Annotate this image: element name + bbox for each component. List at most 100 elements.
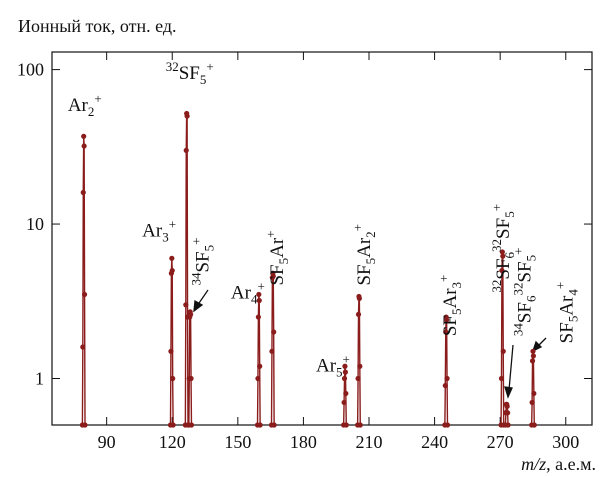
data-point [499,249,505,255]
data-point [356,295,362,302]
data-point [442,382,448,389]
data-point [530,348,536,354]
data-point [531,422,537,428]
peak-label-part: + [343,352,350,367]
peak-label-part: 2 [88,104,95,119]
data-point [500,253,506,259]
x-tick-label: 240 [421,432,448,452]
x-tick-label: 270 [487,432,514,452]
peak-label-part: 34 [188,272,203,286]
peak-label-part: 32 [166,59,179,74]
data-point [529,399,535,406]
data-point [81,143,87,149]
data-point [505,422,511,428]
peak-label-part: Ar [556,295,577,316]
peak-label-part: SF [192,251,213,272]
data-point [505,410,511,416]
data-point [444,375,450,382]
data-point [529,358,536,364]
data-point [188,422,195,428]
data-point [341,375,348,382]
data-point [355,311,362,318]
peak-label-part: 5 [565,316,580,323]
peak-label-part: 2 [363,231,378,238]
x-axis-label-unit: , а.е.м. [546,454,596,474]
arrow-head [193,299,204,313]
data-point [444,317,450,323]
data-point [188,375,194,382]
data-point [355,375,361,382]
y-tick-label: 1 [35,369,44,389]
data-point [270,273,276,279]
data-point [500,348,506,354]
data-point [443,329,449,335]
data-point [170,422,176,428]
peak-label-part: 3 [449,282,464,289]
y-axis-label: Ионный ток, отн. ед. [18,16,177,36]
x-tick-label: 90 [98,432,116,452]
data-point [271,329,277,335]
peak-label-part: SF [514,302,535,323]
plot-frame [51,51,593,426]
peak-label-part: SF [440,315,461,336]
peak-label-part: Ar [440,288,461,309]
data-point [183,147,189,153]
peak-label-part: + [436,275,451,282]
peak-label-part: + [257,278,264,293]
peak-label-part: 4 [251,291,258,306]
data-point [168,348,174,354]
y-tick-label: 10 [26,214,44,234]
peak-label-part: Ar [231,282,252,303]
data-point [188,311,194,318]
peak-label-part: 32 [489,239,504,252]
y-tick-label: 100 [17,60,44,80]
data-point [341,399,347,406]
peak-label: 34SF632SF5+ [510,248,538,337]
peak-label-part: + [510,248,525,255]
peak-label-part: 5 [449,309,464,316]
spectrum-line [81,113,535,426]
peak-label-part: SF [493,258,514,279]
peak-label-part: Ar [354,237,375,258]
data-point [498,375,505,382]
peak-label-part: + [350,224,365,231]
arrow-head [504,386,513,399]
peak-label-part: SF [493,218,514,239]
peak-label-part: 5 [201,245,216,252]
peak-label: 32SF5+ [166,59,214,87]
data-point [343,390,349,397]
peak-label-part: + [206,59,213,74]
peak-label: SF5Ar3+ [436,275,464,337]
arrow-head [531,340,543,353]
data-point [80,344,86,350]
peak-label: 34SF5+ [188,238,216,286]
peak-label-part: 6 [502,251,517,258]
data-point [269,348,275,354]
data-point [184,113,190,119]
arrows [193,289,547,399]
data-point [342,369,348,375]
data-point [530,353,537,359]
peak-label-part: 5 [363,258,378,265]
peak-label-part: + [188,238,203,245]
peak-label-part: SF [354,264,375,285]
data-point [257,363,263,369]
peak-label-part: + [489,204,504,211]
peak-label: SF5Ar2+ [350,224,378,286]
x-tick-label: 180 [290,432,317,452]
peak-label-part: 3 [162,230,169,245]
peak-label-part: + [263,230,278,237]
peak-label: 32SF632SF5+ [489,204,517,293]
data-point [257,422,263,428]
data-point [81,133,87,139]
x-axis-label: m/z, а.е.м. [521,454,596,474]
peak-label: Ar3+ [142,217,176,245]
data-point [357,422,363,428]
data-point [499,267,505,274]
x-axis-label-italic: m/z [521,454,546,474]
peak-label-part: Ar [316,356,337,377]
peak-label: Ar5+ [316,352,350,380]
peak-label-part: 5 [502,211,517,218]
peak-label-part: 5 [200,72,207,87]
